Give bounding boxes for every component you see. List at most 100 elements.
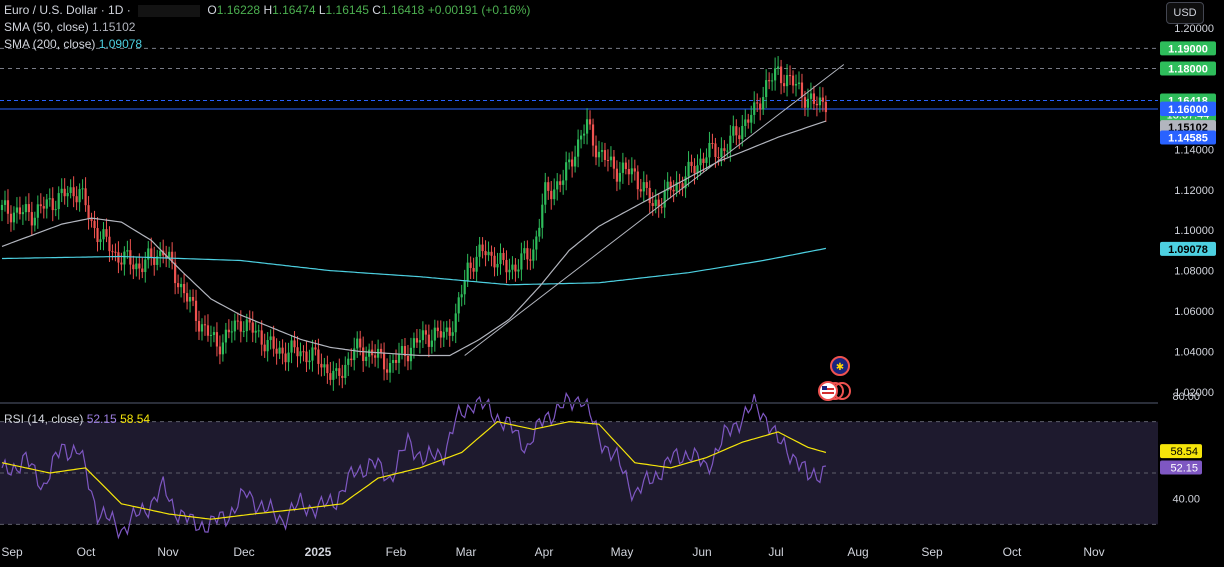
candle-body [120, 262, 123, 265]
candle [639, 178, 642, 198]
candle-body [445, 327, 448, 332]
candle-body [648, 187, 651, 204]
candle [690, 154, 693, 173]
event-markers[interactable]: ✱ [818, 356, 851, 401]
x-tick-label: Oct [77, 545, 96, 559]
candle [221, 334, 224, 362]
candle [171, 242, 174, 270]
candle [550, 181, 553, 210]
price-tag[interactable]: 1.09078 [1160, 241, 1216, 256]
candle-body [526, 248, 529, 260]
candle-body [368, 349, 371, 357]
candle [75, 186, 78, 211]
us-event-icon[interactable] [818, 381, 838, 401]
candle-body [90, 218, 93, 221]
candle [684, 166, 687, 198]
price-tag[interactable]: 1.18000 [1160, 61, 1216, 76]
candle [765, 69, 768, 109]
candle-body [809, 93, 813, 99]
candle [24, 196, 27, 221]
candle [812, 85, 816, 110]
y-tick-label: 1.20000 [1174, 23, 1214, 35]
sma200-legend[interactable]: SMA (200, close) 1.09078 [4, 37, 142, 51]
candle [203, 315, 207, 336]
candle [490, 245, 493, 267]
candle-body [726, 150, 729, 152]
candle-body [663, 190, 666, 208]
currency-button[interactable]: USD [1166, 2, 1204, 24]
candle-body [177, 283, 180, 288]
candle [206, 314, 210, 342]
price-tag-label: 1.14585 [1168, 133, 1208, 145]
candle-body [51, 198, 54, 211]
eu-event-icon[interactable] [830, 356, 850, 376]
candle-body [657, 199, 660, 207]
candle [541, 193, 544, 239]
candle [156, 249, 159, 271]
candle-body [24, 204, 27, 213]
candle [597, 140, 601, 167]
candle [42, 196, 45, 219]
candle-body [550, 190, 553, 200]
candle-body [421, 330, 424, 341]
candle [382, 342, 386, 381]
candle [744, 109, 747, 138]
candle [347, 352, 350, 377]
candle [353, 337, 356, 371]
price-tag[interactable]: 1.19000 [1160, 41, 1216, 56]
candle-body [723, 148, 726, 151]
candle-body [529, 259, 532, 261]
rsi-y-tick-label: 80.00 [1172, 391, 1200, 403]
candle-body [517, 269, 520, 272]
candle [177, 274, 180, 294]
candle [735, 119, 738, 146]
rsi-ma-tag[interactable]: 58.54 [1160, 444, 1202, 459]
candle-body [21, 212, 24, 215]
candle [577, 129, 580, 168]
rsi-tag[interactable]: 52.15 [1160, 460, 1202, 475]
candle [99, 231, 102, 250]
candle-body [60, 188, 63, 194]
candle-body [263, 344, 266, 352]
us-flag-stripe [822, 392, 834, 394]
candle-body [302, 351, 305, 353]
candle [705, 148, 708, 171]
candle-body [48, 198, 51, 200]
candle [532, 239, 535, 269]
candle [439, 320, 442, 348]
candle [448, 319, 451, 347]
candle [475, 245, 478, 282]
x-tick-label: Dec [233, 545, 254, 559]
candle-body [344, 364, 347, 378]
candle-body [511, 264, 514, 270]
sma200-line [2, 247, 827, 286]
candle-body [791, 75, 795, 86]
candle [57, 186, 60, 220]
candle [84, 177, 87, 212]
candle-body [478, 244, 481, 257]
candle [594, 135, 598, 166]
price-tag[interactable]: 1.14585 [1160, 130, 1216, 145]
x-tick-label: Nov [1083, 545, 1104, 559]
candle-body [338, 368, 341, 376]
candle-body [209, 334, 213, 336]
candle-body [269, 336, 272, 341]
candle [3, 190, 7, 212]
candle-body [633, 168, 636, 172]
candle-body [382, 352, 386, 370]
symbol-title[interactable]: Euro / U.S. Dollar · 1D · [4, 3, 135, 17]
candle-body [102, 229, 105, 240]
sma50-legend[interactable]: SMA (50, close) 1.15102 [4, 20, 135, 34]
candle-body [75, 196, 78, 203]
price-tag[interactable]: 1.16000 [1160, 101, 1216, 116]
candle-body [732, 126, 735, 136]
candle-body [362, 347, 365, 362]
candle-body [582, 133, 586, 136]
x-tick-label: Jun [692, 545, 711, 559]
candle [248, 310, 251, 331]
rsi-legend[interactable]: RSI (14, close) 52.15 58.54 [4, 412, 150, 426]
ohlc-low: 1.16145 [325, 3, 369, 17]
candle [756, 93, 759, 113]
candle-body [96, 228, 99, 243]
